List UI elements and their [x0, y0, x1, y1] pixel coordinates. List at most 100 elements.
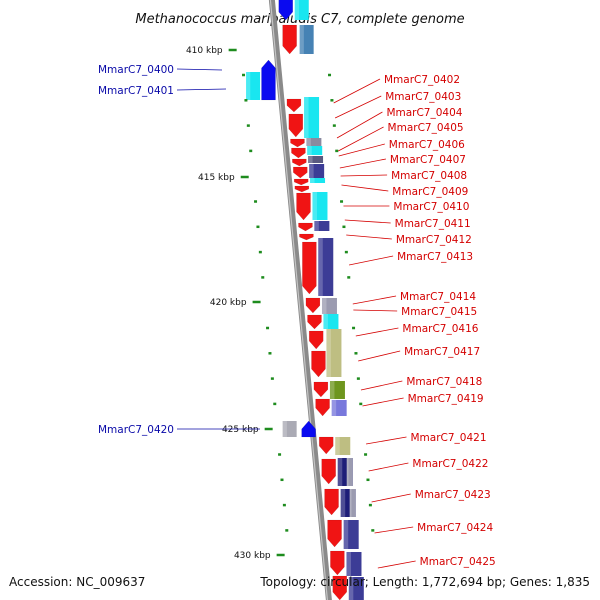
- cds-box: [335, 437, 351, 455]
- gene-arrow: [261, 59, 276, 101]
- tick-label: 430 kbp: [234, 551, 271, 561]
- gene-arrow: [307, 314, 322, 330]
- gene-label: MmarC7_0425: [420, 556, 496, 568]
- topology-label: Topology: circular; Length: 1,772,694 bp…: [260, 575, 590, 589]
- tick-label: 410 kbp: [186, 46, 223, 56]
- label-leader: [362, 397, 404, 407]
- gene-label: MmarC7_0400: [98, 64, 174, 76]
- gene-arrow: [301, 420, 316, 438]
- tick-label: 415 kbp: [198, 173, 235, 183]
- label-leader: [352, 295, 397, 305]
- gene-label: MmarC7_0405: [388, 122, 464, 134]
- cds-box: [346, 552, 362, 576]
- gene-label: MmarC7_0406: [389, 139, 465, 151]
- cds-box: [326, 329, 342, 377]
- gene-arrow: [302, 241, 317, 295]
- label-leader: [338, 126, 384, 152]
- gene-arrow: [293, 166, 308, 179]
- label-leader: [333, 78, 381, 104]
- gene-arrow: [332, 575, 348, 600]
- gene-arrow: [318, 436, 334, 455]
- cds-box: [348, 577, 364, 600]
- cds-box: [329, 381, 345, 399]
- gene-arrow: [286, 98, 302, 113]
- gene-label: MmarC7_0407: [390, 154, 466, 166]
- cds-box: [314, 221, 330, 231]
- gene-label: MmarC7_0424: [417, 522, 493, 534]
- cds-box: [331, 400, 347, 416]
- gene-label: MmarC7_0410: [393, 201, 469, 213]
- gene-label: MmarC7_0415: [401, 306, 477, 318]
- gene-arrow: [291, 147, 306, 159]
- cds-box: [246, 72, 261, 100]
- cds-box: [323, 314, 339, 329]
- gene-arrow: [327, 519, 342, 548]
- gene-label: MmarC7_0421: [410, 432, 486, 444]
- gene-label: MmarC7_0412: [396, 234, 472, 246]
- cds-box: [343, 520, 359, 549]
- gene-label: MmarC7_0416: [402, 323, 478, 335]
- gene-label: MmarC7_0408: [391, 170, 467, 182]
- label-leader: [371, 493, 411, 503]
- gene-arrow: [282, 24, 297, 55]
- ticks-layer: 410 kbp 415 kbp 420 kbp 425 kbp 430 kbp: [186, 46, 375, 561]
- cds-box: [309, 164, 325, 178]
- gene-arrow: [321, 458, 336, 485]
- gene-arrow: [305, 297, 321, 314]
- gene-arrow: [313, 381, 329, 398]
- tick-label: 425 kbp: [222, 425, 259, 435]
- cds-box: [294, 0, 309, 20]
- label-leader: [340, 174, 388, 177]
- gene-arrow: [293, 178, 309, 186]
- gene-label: MmarC7_0420: [98, 424, 174, 436]
- gene-label: MmarC7_0403: [385, 91, 461, 103]
- gene-arrow: [288, 113, 304, 138]
- backbone-highlight: [269, 0, 329, 600]
- accession-label: Accession: NC_009637: [9, 575, 146, 589]
- backbone-line: [268, 0, 332, 600]
- cds-box: [299, 25, 314, 54]
- label-leader: [338, 143, 385, 157]
- gene-arrow: [308, 330, 324, 350]
- gene-label: MmarC7_0418: [406, 376, 482, 388]
- labels-layer: MmarC7_0400 MmarC7_0401 MmarC7_0420 MmarC7_…: [98, 64, 496, 569]
- label-leader: [334, 95, 382, 119]
- label-leader: [176, 88, 227, 91]
- gene-arrow: [278, 0, 294, 21]
- label-leader: [358, 350, 401, 362]
- gene-label: MmarC7_0423: [415, 489, 491, 501]
- gene-label: MmarC7_0402: [384, 74, 460, 86]
- gene-arrow: [296, 192, 311, 221]
- gene-arrow: [324, 488, 339, 516]
- label-leader: [346, 234, 392, 240]
- gene-label: MmarC7_0411: [395, 218, 471, 230]
- cds-box: [346, 458, 353, 486]
- gene-label: MmarC7_0419: [408, 393, 484, 405]
- gene-label: MmarC7_0413: [397, 251, 473, 263]
- cds-box: [310, 178, 326, 183]
- gene-arrow: [290, 138, 305, 148]
- label-leader: [339, 158, 386, 169]
- cds-box: [312, 192, 328, 220]
- label-leader: [368, 462, 409, 472]
- label-leader: [176, 68, 223, 71]
- cds-box: [282, 421, 297, 437]
- label-leader: [344, 219, 391, 224]
- tick-label: 420 kbp: [210, 298, 247, 308]
- backbone-layer: [268, 0, 332, 600]
- label-leader: [348, 255, 394, 266]
- features-layer: [246, 0, 364, 600]
- label-leader: [366, 436, 407, 445]
- cds-box: [307, 146, 323, 155]
- gene-label: MmarC7_0409: [392, 186, 468, 198]
- gene-arrow: [311, 350, 326, 378]
- gene-arrow: [294, 185, 310, 193]
- label-leader: [336, 111, 383, 139]
- cds-box: [308, 156, 324, 163]
- gene-arrow: [298, 222, 313, 232]
- label-leader: [353, 309, 398, 312]
- label-leader: [360, 380, 403, 391]
- gene-arrow: [330, 550, 345, 576]
- label-leader: [341, 184, 389, 192]
